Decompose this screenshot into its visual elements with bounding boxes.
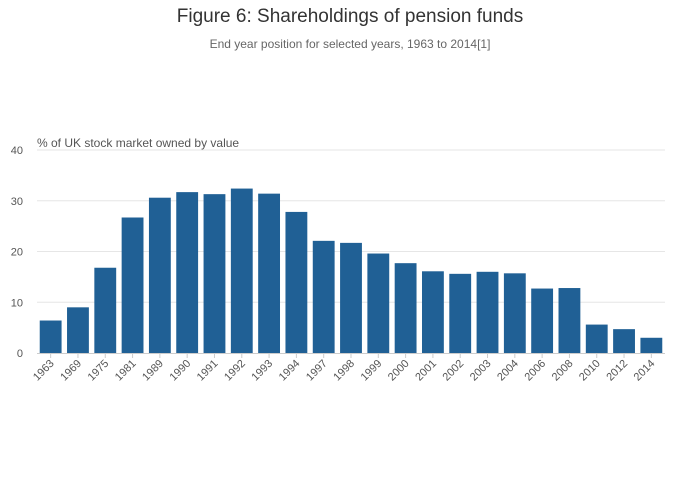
bar [39, 320, 62, 353]
bar [558, 288, 581, 353]
x-tick-label: 1994 [277, 358, 303, 384]
x-tick-label: 1969 [58, 358, 84, 384]
bar [613, 329, 635, 353]
x-tick-label: 1981 [113, 358, 139, 384]
x-tick-label: 2010 [577, 358, 603, 384]
x-tick-label: 1989 [140, 358, 166, 384]
bar [94, 267, 117, 353]
x-tick-label: 2014 [632, 358, 658, 384]
bar [121, 217, 144, 353]
bar [449, 273, 472, 353]
bar [531, 288, 554, 353]
bar [258, 193, 281, 353]
x-tick-label: 2001 [413, 358, 439, 384]
bar [148, 197, 171, 353]
y-axis-label: % of UK stock market owned by value [37, 136, 239, 150]
y-tick-label: 40 [11, 145, 23, 157]
x-tick-label: 1999 [359, 358, 385, 384]
x-tick-label: 1993 [249, 358, 275, 384]
x-tick-label: 1975 [86, 358, 112, 384]
x-tick-label: 2006 [522, 358, 548, 384]
x-tick-label: 2004 [495, 358, 521, 384]
x-tick-label: 2008 [550, 358, 576, 384]
bar [503, 273, 526, 353]
x-tick-label: 2000 [386, 358, 412, 384]
chart-title: Figure 6: Shareholdings of pension funds [176, 6, 524, 27]
bars [39, 188, 663, 353]
chart-subtitle: End year position for selected years, 19… [209, 37, 491, 51]
x-tick-label: 1991 [195, 358, 221, 384]
x-tick-label: 1992 [222, 358, 248, 384]
bar [230, 188, 253, 353]
x-tick-label: 1963 [31, 358, 57, 384]
bar [176, 192, 199, 353]
bar [476, 271, 499, 353]
bar [203, 194, 226, 353]
y-tick-label: 0 [17, 348, 23, 360]
bar [585, 324, 608, 353]
bar [340, 242, 362, 353]
bar [67, 307, 89, 353]
x-tick-label: 1990 [167, 358, 193, 384]
bar [367, 253, 390, 353]
y-tick-label: 20 [11, 247, 23, 259]
x-tick-label: 1998 [331, 358, 357, 384]
x-tick-label: 1997 [304, 358, 330, 384]
bar [421, 271, 444, 353]
x-tick-label: 2003 [468, 358, 494, 384]
bar [285, 211, 308, 353]
y-tick-label: 30 [11, 196, 23, 208]
bar [640, 337, 663, 353]
x-tick-label: 2012 [604, 358, 630, 384]
y-tick-label: 10 [11, 297, 23, 309]
bar [312, 240, 335, 353]
bar [394, 263, 417, 353]
x-tick-label: 2002 [441, 358, 467, 384]
